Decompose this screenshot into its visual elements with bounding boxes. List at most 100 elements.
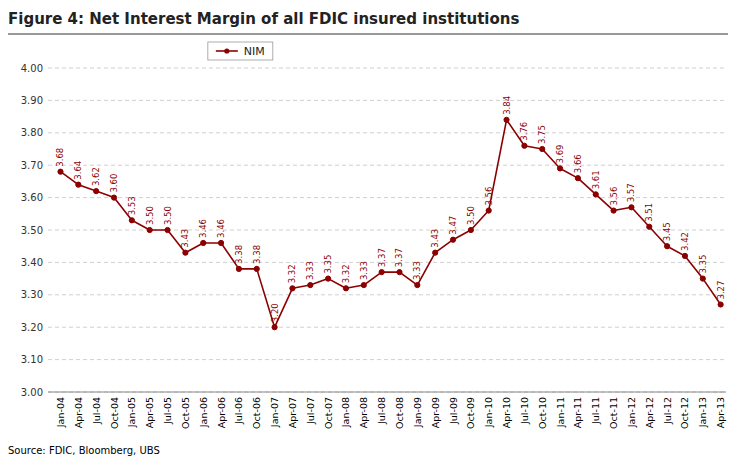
x-tick-label: Jul-12 (662, 397, 673, 425)
marker (308, 282, 313, 287)
x-tick-label: Apr-08 (358, 397, 369, 428)
data-label: 3.51 (644, 203, 654, 222)
legend-label: NIM (244, 45, 265, 58)
x-tick-label: Apr-07 (287, 397, 298, 428)
grid-line (48, 100, 726, 101)
chart: Figure 4: Net Interest Margin of all FDI… (0, 0, 736, 462)
x-tick-label: Oct-06 (251, 397, 262, 429)
marker (540, 146, 545, 151)
marker (165, 227, 170, 232)
background (0, 0, 736, 462)
x-tick-label: Jan-08 (340, 397, 351, 428)
data-label: 3.46 (216, 219, 226, 238)
marker (450, 237, 455, 242)
marker (486, 208, 491, 213)
marker (415, 282, 420, 287)
y-tick-label: 3.70 (21, 160, 43, 171)
x-tick-label: Apr-11 (572, 397, 583, 428)
marker (397, 270, 402, 275)
x-tick-label: Jan-07 (269, 397, 280, 428)
grid-line (48, 359, 726, 360)
y-tick-label: 3.60 (21, 192, 43, 203)
x-tick-label: Apr-10 (501, 397, 512, 428)
x-tick-label: Apr-12 (644, 397, 655, 428)
data-label: 3.69 (555, 145, 565, 164)
data-label: 3.38 (252, 245, 262, 264)
data-label: 3.27 (716, 281, 726, 300)
title-rule (8, 34, 728, 35)
y-tick-label: 3.50 (21, 225, 43, 236)
marker (468, 227, 473, 232)
x-tick-label: Oct-11 (608, 397, 619, 429)
marker (183, 250, 188, 255)
marker (433, 250, 438, 255)
marker (290, 286, 295, 291)
legend: NIM (208, 42, 273, 60)
x-tick-label: Oct-08 (394, 397, 405, 429)
x-tick-label: Apr-04 (73, 397, 84, 428)
x-tick-label: Apr-13 (715, 397, 726, 428)
x-tick-label: Jul-09 (448, 397, 459, 425)
data-label: 3.33 (412, 261, 422, 280)
marker (147, 227, 152, 232)
marker (504, 117, 509, 122)
x-tick-label: Jul-04 (91, 397, 102, 425)
data-label: 3.46 (198, 219, 208, 238)
x-tick-label: Oct-09 (465, 397, 476, 429)
x-tick-label: Oct-04 (109, 397, 120, 429)
marker (379, 270, 384, 275)
marker (575, 176, 580, 181)
x-tick-label: Apr-05 (144, 397, 155, 428)
marker (647, 224, 652, 229)
marker (611, 208, 616, 213)
y-tick-label: 3.80 (21, 127, 43, 138)
data-label: 3.45 (662, 222, 672, 241)
data-label: 3.61 (591, 170, 601, 189)
legend-frame (208, 42, 273, 60)
data-labels: 3.683.643.623.603.533.503.503.433.463.46… (55, 96, 725, 322)
x-tick-label: Apr-06 (216, 397, 227, 428)
data-label: 3.33 (305, 261, 315, 280)
marker (700, 276, 705, 281)
marker (254, 266, 259, 271)
y-axis: 3.003.103.203.303.403.503.603.703.803.90… (21, 63, 726, 398)
marker (94, 189, 99, 194)
marker (718, 302, 723, 307)
marker (272, 325, 277, 330)
data-label: 3.42 (680, 232, 690, 251)
marker (665, 244, 670, 249)
grid-line (48, 197, 726, 198)
x-tick-label: Apr-09 (430, 397, 441, 428)
data-label: 3.62 (91, 167, 101, 186)
legend-marker (224, 48, 229, 53)
data-label: 3.50 (466, 206, 476, 225)
marker (58, 169, 63, 174)
data-label: 3.32 (287, 264, 297, 283)
x-tick-label: Jul-07 (305, 397, 316, 425)
data-label: 3.37 (394, 248, 404, 267)
marker (111, 195, 116, 200)
data-label: 3.66 (573, 154, 583, 173)
data-label: 3.38 (234, 245, 244, 264)
data-label: 3.35 (698, 255, 708, 274)
data-label: 3.53 (127, 196, 137, 215)
data-label: 3.76 (519, 122, 529, 141)
y-tick-label: 3.00 (21, 387, 43, 398)
x-tick-label: Jul-05 (162, 397, 173, 425)
y-tick-label: 3.20 (21, 322, 43, 333)
data-label: 3.43 (430, 229, 440, 248)
data-label: 3.75 (537, 125, 547, 144)
x-tick-label: Oct-12 (679, 397, 690, 429)
x-tick-label: Jan-10 (483, 397, 494, 428)
x-tick-label: Jan-06 (198, 397, 209, 428)
grid-line (48, 68, 726, 69)
line (60, 120, 720, 327)
data-label: 3.43 (180, 229, 190, 248)
x-tick-label: Jul-11 (590, 397, 601, 425)
marker (343, 286, 348, 291)
marker (201, 240, 206, 245)
marker (629, 205, 634, 210)
marker (218, 240, 223, 245)
x-tick-label: Jul-10 (519, 397, 530, 425)
data-label: 3.57 (626, 183, 636, 202)
